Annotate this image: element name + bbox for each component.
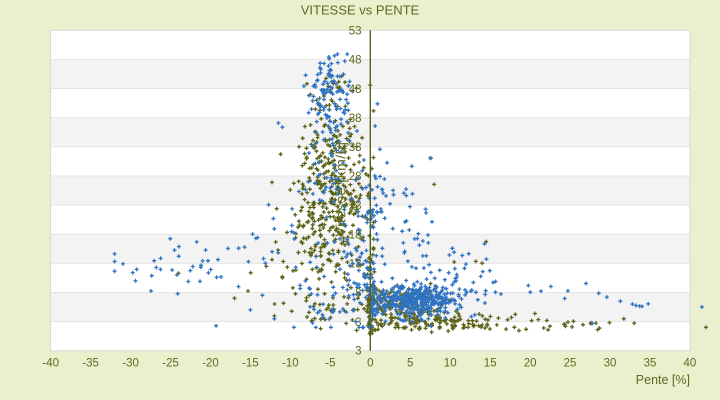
svg-text:0: 0 xyxy=(367,358,373,370)
svg-text:43: 43 xyxy=(349,84,362,96)
svg-text:-40: -40 xyxy=(42,358,59,370)
svg-text:Pente [%]: Pente [%] xyxy=(636,373,690,387)
svg-text:23: 23 xyxy=(349,200,362,212)
svg-text:3: 3 xyxy=(355,346,361,358)
svg-text:3: 3 xyxy=(355,317,361,329)
svg-text:10: 10 xyxy=(444,358,457,370)
svg-text:-20: -20 xyxy=(202,358,219,370)
svg-text:-15: -15 xyxy=(242,358,259,370)
svg-text:13: 13 xyxy=(349,259,362,271)
svg-text:8: 8 xyxy=(355,288,361,300)
svg-text:28: 28 xyxy=(349,171,362,183)
svg-text:48: 48 xyxy=(349,55,362,67)
svg-text:-25: -25 xyxy=(162,358,179,370)
svg-text:15: 15 xyxy=(484,358,497,370)
svg-text:25: 25 xyxy=(564,358,577,370)
svg-text:33: 33 xyxy=(349,142,362,154)
svg-text:Vitesse [km/h]: Vitesse [km/h] xyxy=(333,142,349,237)
svg-text:30: 30 xyxy=(604,358,617,370)
svg-text:53: 53 xyxy=(349,26,362,38)
svg-text:5: 5 xyxy=(407,358,413,370)
svg-text:-30: -30 xyxy=(122,358,139,370)
svg-text:38: 38 xyxy=(349,113,362,125)
svg-text:-5: -5 xyxy=(325,358,335,370)
svg-text:40: 40 xyxy=(684,358,697,370)
svg-text:20: 20 xyxy=(524,358,537,370)
svg-text:35: 35 xyxy=(644,358,657,370)
svg-text:-10: -10 xyxy=(282,358,299,370)
svg-text:VITESSE vs PENTE: VITESSE vs PENTE xyxy=(301,3,420,18)
svg-text:-35: -35 xyxy=(82,358,99,370)
svg-text:18: 18 xyxy=(349,230,362,242)
